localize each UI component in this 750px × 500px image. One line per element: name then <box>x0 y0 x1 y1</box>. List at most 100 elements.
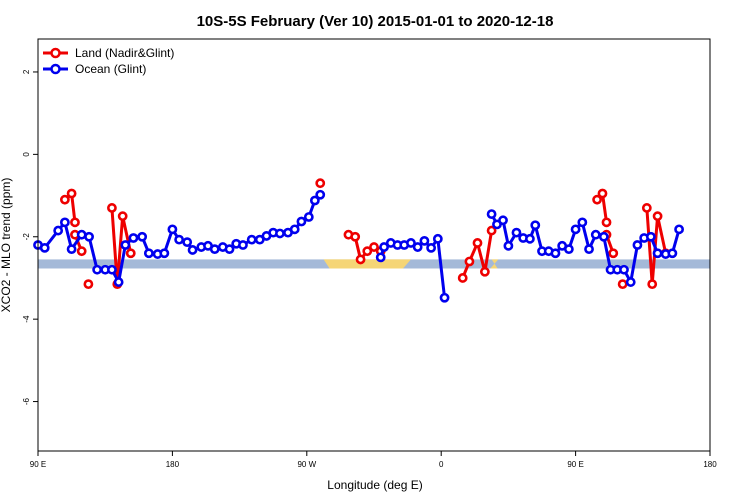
data-point-1-0-11 <box>120 240 131 250</box>
data-point-1-0-37 <box>309 195 320 206</box>
x-tick-label-1: 180 <box>166 460 180 469</box>
data-point-1-2-4 <box>511 227 522 238</box>
y-axis: 2 0 -2 -4 -6 <box>22 69 38 405</box>
data-point-1-0-12 <box>128 233 139 243</box>
data-point-1-1-0 <box>375 252 386 263</box>
data-point-1-0-27 <box>238 240 248 250</box>
data-point-1-2-17 <box>598 231 609 242</box>
data-point-0-6-0 <box>457 273 468 283</box>
data-point-0-3-0 <box>107 203 117 213</box>
data-point-1-0-20 <box>187 245 198 255</box>
data-point-1-0-34 <box>289 224 300 235</box>
data-point-1-2-25 <box>652 248 663 259</box>
data-point-1-0-16 <box>159 248 170 259</box>
x-axis: 90 E 180 90 W 0 90 E 180 <box>30 451 717 469</box>
data-point-0-5-1 <box>350 231 361 242</box>
data-point-1-1-8 <box>426 242 437 253</box>
data-point-0-5-4 <box>369 242 379 252</box>
data-point-1-0-18 <box>174 234 185 245</box>
y-tick-label-2: -2 <box>22 233 31 241</box>
data-point-1-0-17 <box>167 224 178 235</box>
data-point-1-1-5 <box>406 238 416 248</box>
data-point-1-2-28 <box>674 224 684 235</box>
plot-frame <box>37 38 711 452</box>
data-point-1-0-14 <box>143 248 154 259</box>
x-tick-label-5: 180 <box>703 460 717 469</box>
data-point-1-0-25 <box>224 244 235 255</box>
y-tick-label-0: 2 <box>22 69 31 74</box>
x-tick-label-0: 90 E <box>30 460 46 469</box>
data-point-1-0-4 <box>66 244 77 255</box>
data-point-0-8-1 <box>608 248 619 259</box>
data-point-1-0-2 <box>53 225 64 236</box>
data-point-0-3-3 <box>125 248 136 259</box>
data-point-1-1-1 <box>379 242 389 252</box>
data-point-0-7-0 <box>592 194 603 205</box>
y-tick-label-1: 0 <box>22 152 31 157</box>
surface-band-land-1 <box>490 259 499 269</box>
series-ocean <box>33 189 684 303</box>
y-tick-label-3: -4 <box>22 315 31 323</box>
data-point-1-0-7 <box>92 264 103 275</box>
data-point-0-6-4 <box>486 225 497 236</box>
data-point-1-2-2 <box>498 215 508 226</box>
data-point-1-1-7 <box>419 235 430 246</box>
surface-band-land-0 <box>323 259 411 269</box>
data-point-0-4-0 <box>315 178 326 189</box>
data-point-1-0-23 <box>209 244 220 255</box>
data-point-1-0-38 <box>315 189 326 200</box>
y-tick-label-4: -6 <box>22 397 31 405</box>
data-point-1-2-20 <box>619 264 629 275</box>
data-point-1-0-35 <box>296 216 307 227</box>
chart-title: 10S-5S February (Ver 10) 2015-01-01 to 2… <box>197 13 554 30</box>
data-point-1-2-24 <box>645 231 656 242</box>
data-point-0-10-1 <box>647 279 658 290</box>
data-point-1-2-15 <box>584 244 594 255</box>
legend-land-label: Land (Nadir&Glint) <box>75 46 174 60</box>
data-point-0-2-0 <box>83 279 94 290</box>
legend-ocean-label: Ocean (Glint) <box>75 62 146 76</box>
data-point-1-2-27 <box>667 248 678 259</box>
data-point-1-0-10 <box>113 277 124 287</box>
y-axis-label: XCO2 - MLO trend (ppm) <box>0 178 13 313</box>
legend-land-marker <box>50 47 61 59</box>
data-point-1-2-0 <box>486 209 497 219</box>
plot-area <box>33 178 710 303</box>
data-point-0-5-2 <box>355 254 366 265</box>
data-point-1-2-13 <box>570 224 581 235</box>
data-point-0-10-2 <box>652 211 663 222</box>
data-point-0-1-1 <box>76 246 87 257</box>
legend: Land (Nadir&Glint) Ocean (Glint) <box>43 46 174 76</box>
data-point-0-6-3 <box>479 266 490 277</box>
data-point-1-2-14 <box>577 217 588 228</box>
data-point-0-0-2 <box>70 217 80 228</box>
data-point-1-2-16 <box>590 229 601 240</box>
data-point-1-0-6 <box>84 231 94 242</box>
data-point-1-0-32 <box>275 228 285 239</box>
data-point-0-6-1 <box>464 256 475 267</box>
series-land <box>59 178 671 290</box>
legend-ocean-marker <box>50 63 61 75</box>
data-point-1-0-3 <box>59 217 70 228</box>
data-point-1-1-10 <box>439 292 450 303</box>
data-point-0-6-2 <box>472 238 483 248</box>
data-point-0-0-1 <box>66 188 77 199</box>
x-axis-label: Longitude (deg E) <box>327 478 422 492</box>
data-point-1-0-1 <box>39 242 50 253</box>
series-line-0-3 <box>110 207 133 286</box>
data-point-1-1-9 <box>432 233 443 244</box>
data-point-0-10-0 <box>641 203 652 213</box>
data-point-1-1-6 <box>412 242 423 252</box>
data-point-0-3-2 <box>117 211 128 222</box>
data-point-1-0-13 <box>137 231 148 242</box>
data-point-1-0-19 <box>182 237 193 248</box>
x-tick-label-3: 0 <box>439 460 444 469</box>
data-point-1-2-21 <box>625 277 636 287</box>
data-point-0-5-3 <box>362 246 373 257</box>
data-point-1-0-28 <box>246 234 257 245</box>
data-point-0-7-1 <box>597 188 608 199</box>
data-point-1-2-22 <box>632 240 643 250</box>
data-point-1-2-6 <box>525 233 535 244</box>
data-point-1-2-3 <box>503 240 514 251</box>
